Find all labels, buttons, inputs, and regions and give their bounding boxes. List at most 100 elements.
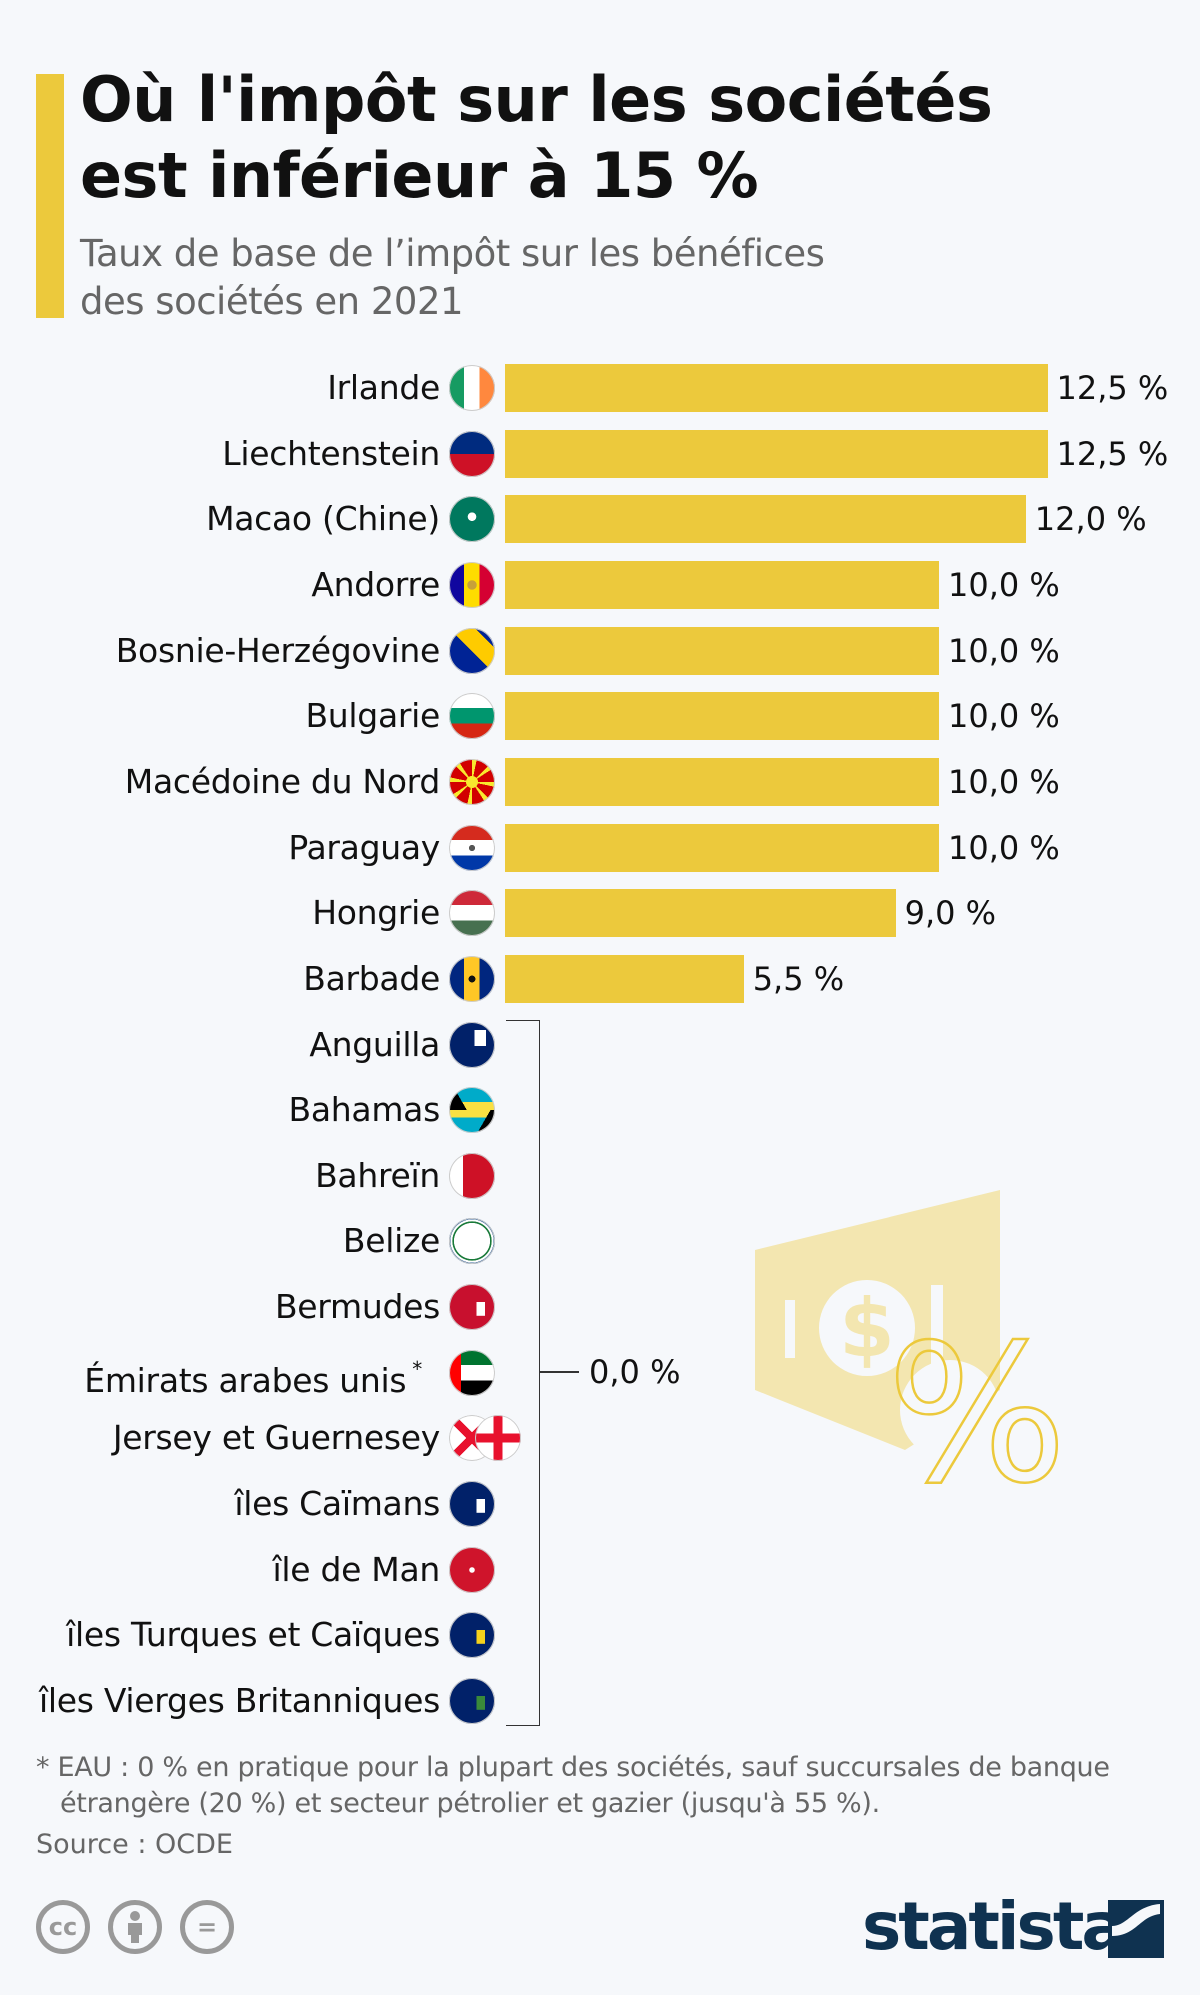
- category-label: Macao (Chine): [206, 494, 440, 544]
- flag-macao-icon: [449, 496, 495, 543]
- chart-row: île de Man: [0, 1545, 1200, 1595]
- chart-row: Hongrie 9,0 %: [0, 888, 1200, 938]
- money-percent-illustration: $ %: [755, 1190, 1069, 1490]
- accent-bar: [36, 74, 64, 318]
- chart-row: Émirats arabes unis *: [0, 1348, 1200, 1400]
- chart-row: Bahreïn: [0, 1151, 1200, 1201]
- chart-row: Irlande 12,5 %: [0, 363, 1200, 413]
- category-label-text: Bulgarie: [305, 696, 440, 736]
- bar: [505, 889, 896, 938]
- category-label-text: Anguilla: [309, 1024, 440, 1064]
- chart-row: Bermudes: [0, 1282, 1200, 1332]
- flag-uae-icon: [449, 1349, 495, 1396]
- bar: [505, 823, 939, 872]
- category-label: Bermudes: [275, 1282, 440, 1332]
- footnote: * EAU : 0 % en pratique pour la plupart …: [36, 1750, 1176, 1822]
- bar: [505, 757, 939, 806]
- flag-barbados-icon: [449, 955, 495, 1002]
- flag-hungary-icon: [449, 890, 495, 937]
- category-label: îles Turques et Caïques: [66, 1610, 440, 1660]
- category-label: Barbade: [303, 954, 440, 1004]
- value-label: 10,0 %: [948, 762, 1060, 801]
- statista-logo[interactable]: statista: [862, 1888, 1126, 1965]
- zero-group-label: 0,0 %: [589, 1353, 681, 1391]
- flag-ireland-icon: [449, 365, 495, 411]
- footnote-marker: *: [412, 1356, 422, 1381]
- category-label-text: Bermudes: [274, 1287, 440, 1327]
- title-line-1: Où l'impôt sur les sociétés: [80, 63, 993, 136]
- bar: [505, 954, 744, 1003]
- source: Source : OCDE: [36, 1829, 233, 1860]
- flag-liechtenstein-icon: [449, 430, 495, 477]
- value-label: 9,0 %: [904, 894, 997, 933]
- category-label: Belize: [343, 1216, 440, 1266]
- no-derivatives-icon[interactable]: =: [180, 1900, 234, 1954]
- footnote-line-2: étrangère (20 %) et secteur pétrolier et…: [60, 1788, 880, 1819]
- subtitle: Taux de base de l’impôt sur les bénéfice…: [80, 230, 1080, 326]
- category-label-text: Liechtenstein: [222, 433, 440, 473]
- category-label: Bulgarie: [305, 691, 440, 741]
- chart-row: îles Vierges Britanniques: [0, 1676, 1200, 1726]
- chart-row: Macao (Chine) 12,0 %: [0, 494, 1200, 544]
- value-label: 12,5 %: [1056, 434, 1169, 473]
- cc-icon[interactable]: cc: [36, 1900, 90, 1954]
- footnote-line-1: * EAU : 0 % en pratique pour la plupart …: [36, 1752, 1110, 1783]
- category-label-text: îles Turques et Caïques: [66, 1615, 440, 1655]
- flag-bahamas-icon: [449, 1087, 495, 1134]
- category-label-text: Belize: [342, 1221, 440, 1261]
- category-label-text: Bosnie-Herzégovine: [115, 630, 441, 670]
- chart-row: Bahamas: [0, 1085, 1200, 1135]
- flag-paraguay-icon: [449, 824, 495, 871]
- flag-bermuda-icon: [449, 1284, 495, 1331]
- chart-row: Andorre 10,0 %: [0, 560, 1200, 610]
- value-label: 12,5 %: [1056, 369, 1169, 407]
- value-label: 10,0 %: [948, 631, 1060, 670]
- flag-andorra-icon: [449, 561, 495, 608]
- flag-isle-of-man-icon: [449, 1546, 495, 1593]
- value-label: 5,5 %: [752, 959, 845, 998]
- category-label-text: Barbade: [303, 958, 440, 998]
- chart-row: Bulgarie 10,0 %: [0, 691, 1200, 741]
- chart-row: Liechtenstein 12,5 %: [0, 429, 1200, 479]
- category-label: Irlande: [327, 363, 440, 413]
- subtitle-line-2: des sociétés en 2021: [80, 280, 464, 323]
- category-label-text: Jersey et Guernesey: [112, 1418, 440, 1458]
- zero-group-bracket: [506, 1020, 540, 1726]
- category-label: Hongrie: [312, 888, 440, 938]
- category-label: Bahamas: [288, 1085, 441, 1135]
- category-label: Jersey et Guernesey: [113, 1413, 440, 1463]
- chart-row: Anguilla: [0, 1020, 1200, 1070]
- category-label-text: Macédoine du Nord: [124, 761, 441, 801]
- chart-row: Barbade 5,5 %: [0, 954, 1200, 1004]
- attribution-icon[interactable]: [108, 1900, 162, 1954]
- bar: [505, 429, 1048, 478]
- flag-anguilla-icon: [449, 1021, 495, 1068]
- category-label: île de Man: [273, 1545, 441, 1595]
- chart-row: Paraguay 10,0 %: [0, 823, 1200, 873]
- zero-group-tick: [540, 1371, 579, 1373]
- flag-guernsey-icon: [475, 1415, 521, 1462]
- statista-logo-mark: [1108, 1900, 1164, 1958]
- category-label: îles Caïmans: [234, 1479, 440, 1529]
- svg-text:%: %: [887, 1304, 1068, 1490]
- value-label: 12,0 %: [1034, 500, 1147, 539]
- category-label-text: Bahamas: [288, 1090, 441, 1130]
- category-label: Liechtenstein: [222, 429, 440, 479]
- value-label: 10,0 %: [948, 697, 1060, 736]
- flag-bulgaria-icon: [449, 693, 495, 740]
- flag-bahrain-icon: [449, 1152, 495, 1199]
- flag-turks-caicos-icon: [449, 1612, 495, 1659]
- category-label-text: Émirats arabes unis: [84, 1360, 407, 1400]
- chart-row: Bosnie-Herzégovine 10,0 %: [0, 626, 1200, 676]
- category-label-text: Macao (Chine): [206, 499, 440, 539]
- bar: [505, 626, 939, 675]
- title-line-2: est inférieur à 15 %: [80, 139, 759, 212]
- category-label: Andorre: [311, 560, 440, 610]
- category-label: Bahreïn: [315, 1151, 440, 1201]
- svg-text:$: $: [839, 1282, 895, 1375]
- chart-row: Macédoine du Nord 10,0 %: [0, 757, 1200, 807]
- category-label-text: Paraguay: [288, 827, 440, 867]
- category-label-text: Hongrie: [312, 893, 440, 933]
- flag-cayman-icon: [449, 1481, 495, 1528]
- value-label: 10,0 %: [948, 828, 1060, 867]
